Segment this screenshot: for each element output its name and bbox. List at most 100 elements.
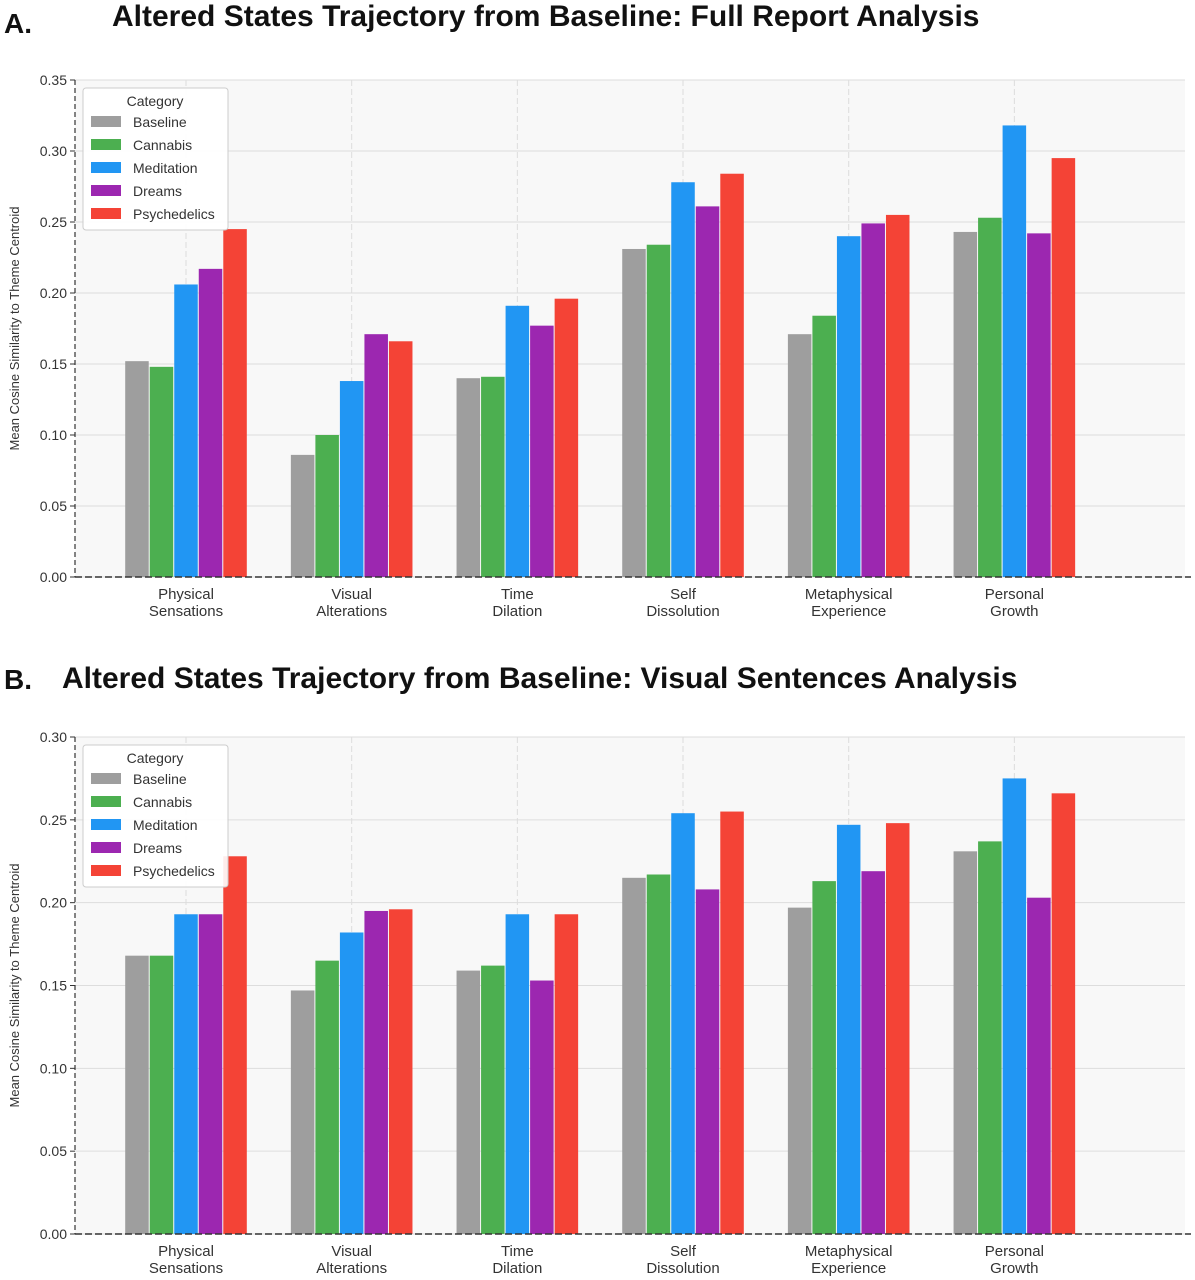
bar-dreams [1027,897,1051,1234]
x-tick-label-line: Metaphysical [805,1243,893,1260]
x-tick-label: Time Dilation [492,1243,542,1277]
bar-dreams [530,980,554,1234]
bar-cannabis [149,366,174,577]
legend-title: Category [127,93,184,109]
y-tick-label: 0.05 [40,498,67,514]
bar-baseline [125,955,149,1234]
panel-label: B. [4,664,32,695]
bar-meditation [1002,778,1027,1234]
x-tick-label-line: Physical [158,586,214,603]
bar-psychedelics [720,811,744,1234]
bar-dreams [695,889,720,1234]
y-tick-label: 0.15 [40,978,67,994]
legend-swatch [91,865,121,876]
bar-meditation [505,305,530,577]
bar-cannabis [315,435,339,577]
bar-chart: 0.00 0.05 0.10 0.15 0.20 0.25 0.30 Physical Sens… [7,729,1191,1277]
bar-baseline [290,454,315,577]
bar-psychedelics [720,173,744,577]
legend-label: Dreams [133,840,182,856]
legend: Category Baseline Cannabis Meditation Dreams… [82,87,229,231]
bar-cannabis [149,955,174,1234]
x-tick-label-line: Time [501,586,534,603]
bar-baseline [456,970,481,1234]
bar-baseline [125,361,149,577]
x-tick-label-line: Growth [990,1260,1038,1277]
bar-dreams [198,268,223,577]
bar-meditation [339,381,364,577]
x-tick-label-line: Alterations [316,1260,387,1277]
bar-dreams [364,910,388,1234]
x-tick-label-line: Physical [158,1243,214,1260]
x-tick-label-line: Metaphysical [805,586,893,603]
y-axis-label: Mean Cosine Similarity to Theme Centroid [7,207,22,451]
bar-cannabis [646,874,671,1234]
x-tick-label-line: Dissolution [646,1260,719,1277]
x-tick-label: Visual Alterations [316,1243,387,1277]
legend-label: Cannabis [133,794,192,810]
bar-baseline [622,248,646,578]
x-tick-label-line: Visual [331,1243,372,1260]
y-tick-label: 0.15 [40,356,67,372]
bar-baseline [456,378,481,577]
x-tick-label: Self Dissolution [646,1243,719,1277]
chart-panel-b: B. Altered States Trajectory from Baseli… [0,650,1195,1280]
bar-psychedelics [885,823,910,1234]
x-tick-label-line: Visual [331,586,372,603]
legend-swatch [91,185,121,196]
bar-dreams [695,206,720,577]
bar-meditation [339,932,364,1234]
x-tick-label-line: Sensations [149,1260,223,1277]
x-tick-label: Metaphysical Experience [805,1243,893,1277]
bar-baseline [622,877,646,1234]
bar-meditation [836,236,861,577]
bar-meditation [671,182,695,577]
x-tick-label-line: Dilation [492,1260,542,1277]
x-tick-label-line: Growth [990,603,1038,620]
y-tick-label: 0.00 [40,1226,67,1242]
bars [125,778,1076,1234]
bar-cannabis [978,217,1002,578]
y-tick-label: 0.10 [40,427,67,443]
y-axis-label: Mean Cosine Similarity to Theme Centroid [7,864,22,1108]
bar-cannabis [812,881,836,1234]
x-tick-label-line: Experience [811,603,886,620]
y-tick-label: 0.30 [40,729,67,745]
legend-label: Dreams [133,183,182,199]
bar-dreams [861,223,885,578]
legend-swatch [91,162,121,173]
y-tick-label: 0.25 [40,812,67,828]
bar-psychedelics [1051,793,1076,1234]
panel-label: A. [4,8,32,39]
bar-baseline [787,334,812,577]
y-tick-label: 0.05 [40,1143,67,1159]
legend-label: Psychedelics [133,863,215,879]
bar-baseline [953,231,978,577]
y-tick-label: 0.20 [40,285,67,301]
y-tick-label: 0.25 [40,214,67,230]
legend-label: Cannabis [133,137,192,153]
bar-psychedelics [885,214,910,577]
legend-label: Meditation [133,817,198,833]
bar-dreams [1027,233,1051,578]
x-tick-label: Physical Sensations [149,586,223,620]
chart-panel-a: A. Altered States Trajectory from Baseli… [4,0,1191,620]
legend-label: Baseline [133,771,187,787]
legend-swatch [91,139,121,150]
x-tick-label-line: Dissolution [646,603,719,620]
x-tick-label: Personal Growth [985,586,1044,620]
x-tick-label-line: Self [670,586,697,603]
bars [125,125,1076,578]
bar-psychedelics [388,341,413,577]
y-tick-label: 0.20 [40,895,67,911]
x-tick-label: Visual Alterations [316,586,387,620]
bar-cannabis [481,965,505,1234]
x-tick-label-line: Experience [811,1260,886,1277]
chart-title: Altered States Trajectory from Baseline:… [112,0,980,33]
chart-title: Altered States Trajectory from Baseline:… [62,662,1018,695]
bar-psychedelics [554,298,579,577]
bar-cannabis [646,244,671,577]
x-tick-label-line: Personal [985,1243,1044,1260]
legend-label: Meditation [133,160,198,176]
x-tick-label-line: Alterations [316,603,387,620]
